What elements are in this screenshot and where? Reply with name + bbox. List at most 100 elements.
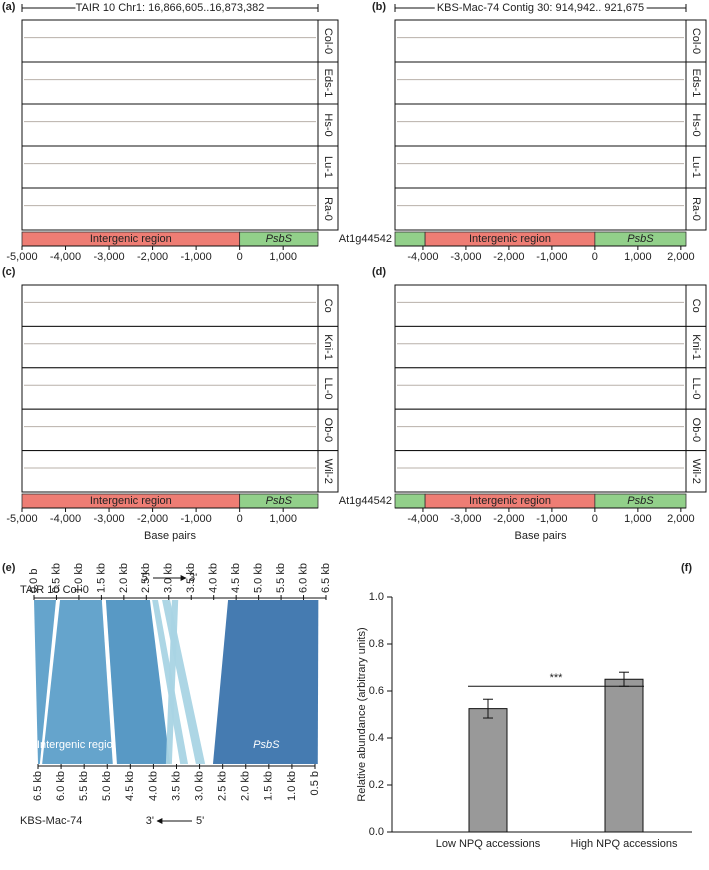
- panel-label: (b): [372, 1, 386, 13]
- track-row: [21, 103, 319, 147]
- track-label: Kni-1: [690, 334, 702, 360]
- x-tick-label: -2,000: [493, 513, 524, 525]
- track-row: [21, 367, 319, 410]
- ruler-tick-label: 4.5 kb: [124, 771, 136, 801]
- panel-label: (e): [2, 562, 16, 574]
- track-label: Lu-1: [690, 156, 702, 178]
- x-tick-label: 2,000: [667, 251, 695, 263]
- track-row: [394, 19, 687, 63]
- x-tick-label: 0: [592, 513, 598, 525]
- track-row: [394, 145, 687, 189]
- track-label: Ra-0: [322, 197, 334, 221]
- bottom-genome-label: KBS-Mac-74: [20, 815, 82, 827]
- ruler-tick-label: 6.0 kb: [297, 563, 309, 593]
- x-tick-label: 1,000: [624, 251, 652, 263]
- ruler-tick-label: 5.0 kb: [253, 563, 265, 593]
- track-row: [394, 187, 687, 231]
- region-label: Intergenic region: [469, 495, 551, 507]
- track-row: [394, 450, 687, 493]
- ruler-tick-label: 1.0 kb: [73, 563, 85, 593]
- y-tick-label: 0.6: [369, 685, 384, 697]
- block-label: PsbS: [253, 739, 280, 751]
- x-tick-label: -3,000: [93, 513, 124, 525]
- y-tick-label: 0.4: [369, 732, 384, 744]
- bar: [604, 678, 644, 833]
- track-row: [21, 284, 319, 327]
- x-tick-label: -2,000: [137, 513, 168, 525]
- track-label: Co: [322, 299, 334, 313]
- x-tick-label: High NPQ accessions: [570, 838, 678, 850]
- ruler-tick-label: 5.5 kb: [78, 771, 90, 801]
- ruler-tick-label: 5.0 kb: [101, 771, 113, 801]
- ruler-tick-label: 3.0 kb: [193, 771, 205, 801]
- track-row: [21, 187, 319, 231]
- ruler-tick-label: 3.0 kb: [163, 563, 175, 593]
- track-label: Eds-1: [322, 69, 334, 98]
- track-label: Wil-2: [322, 459, 334, 484]
- track-label: Wil-2: [690, 459, 702, 484]
- x-tick-label: -2,000: [493, 251, 524, 263]
- y-tick-label: 0.2: [369, 779, 384, 791]
- region-label: PsbS: [266, 495, 293, 507]
- track-label: Kni-1: [322, 334, 334, 360]
- track-label: Hs-0: [322, 113, 334, 136]
- track-row: [21, 408, 319, 452]
- x-tick-label: 1,000: [624, 513, 652, 525]
- ruler-tick-label: 0.5 b: [309, 771, 321, 795]
- strand-label: 3': [146, 815, 154, 827]
- region-label: Intergenic region: [90, 233, 172, 245]
- track-row: [394, 61, 687, 105]
- track-row: [21, 19, 319, 63]
- x-axis-label: Base pairs: [515, 530, 567, 542]
- significance-label: ***: [550, 672, 564, 684]
- region-bar: [394, 231, 426, 247]
- ruler-tick-label: 1.5 kb: [263, 771, 275, 801]
- panel-label: (f): [681, 562, 692, 574]
- synteny-block: [42, 600, 113, 764]
- x-tick-label: -5,000: [6, 513, 37, 525]
- ruler-tick-label: 0.0 b: [28, 569, 40, 593]
- block-label: Intergenic region: [37, 739, 119, 751]
- x-tick-label: 0: [237, 251, 243, 263]
- track-row: [21, 145, 319, 189]
- ruler-tick-label: 2.5 kb: [217, 771, 229, 801]
- track-label: Ra-0: [690, 197, 702, 221]
- track-row: [394, 367, 687, 410]
- ruler-tick-label: 1.5 kb: [95, 563, 107, 593]
- region-bar: [394, 493, 426, 509]
- panel-title: KBS-Mac-74 Contig 30: 914,942.. 921,675: [437, 2, 644, 14]
- ruler-tick-label: 5.5 kb: [275, 563, 287, 593]
- track-label: Col-0: [690, 28, 702, 54]
- strand-label: 3': [189, 572, 197, 584]
- x-tick-label: 1,000: [269, 251, 297, 263]
- track-label: LL-0: [322, 377, 334, 399]
- y-tick-label: 0.0: [369, 826, 384, 838]
- track-row: [21, 450, 319, 493]
- x-tick-label: -3,000: [450, 251, 481, 263]
- ruler-tick-label: 2.0 kb: [240, 771, 252, 801]
- ruler-tick-label: 4.5 kb: [230, 563, 242, 593]
- x-tick-label: -4,000: [407, 251, 438, 263]
- track-label: Ob-0: [322, 418, 334, 442]
- ruler-tick-label: 6.0 kb: [55, 771, 67, 801]
- region-label: Intergenic region: [90, 495, 172, 507]
- track-label: Co: [690, 299, 702, 313]
- track-label: Col-0: [322, 28, 334, 54]
- region-label: At1g44542: [339, 233, 392, 245]
- track-label: Eds-1: [690, 69, 702, 98]
- x-tick-label: 0: [592, 251, 598, 263]
- ruler-tick-label: 6.5 kb: [320, 563, 332, 593]
- x-tick-label: -2,000: [137, 251, 168, 263]
- y-tick-label: 0.8: [369, 638, 384, 650]
- x-tick-label: -4,000: [50, 251, 81, 263]
- track-row: [394, 103, 687, 147]
- region-label: PsbS: [627, 495, 654, 507]
- ruler-tick-label: 4.0 kb: [208, 563, 220, 593]
- synteny-block: [212, 600, 319, 764]
- panel-label: (a): [2, 1, 16, 13]
- x-tick-label: 2,000: [667, 513, 695, 525]
- track-row: [21, 61, 319, 105]
- synteny-block: [34, 600, 57, 764]
